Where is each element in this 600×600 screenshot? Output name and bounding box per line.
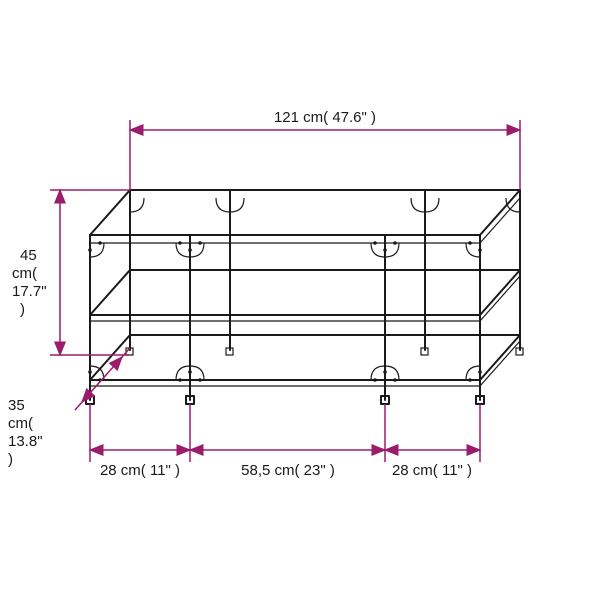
furniture xyxy=(86,190,523,404)
dim-overall-height: 45 cm( 17.7" ) xyxy=(12,190,130,355)
dim-section-right-label: 28 cm( 11" ) xyxy=(392,462,472,479)
legs-front xyxy=(86,235,523,404)
dim-overall-width-label: 121 cm( 47.6" ) xyxy=(274,109,376,126)
dim-sections-bottom: 28 cm( 11" ) 58,5 cm( 23" ) 28 cm( 11" ) xyxy=(90,404,480,479)
top-surface xyxy=(90,190,520,235)
dim-overall-height-label-cm: 45 xyxy=(20,247,37,264)
dim-overall-height-label-cm2: cm( xyxy=(12,265,37,282)
dim-overall-depth-label-2: cm( xyxy=(8,415,33,432)
dim-section-left-label: 28 cm( 11" ) xyxy=(100,462,180,479)
dim-overall-depth-label-3: 13.8" xyxy=(8,433,43,450)
bottom-shelf-edge-right xyxy=(480,335,520,386)
dimension-drawing: 121 cm( 47.6" ) 45 cm( 17.7" ) 35 cm( 13… xyxy=(0,0,600,600)
dim-overall-depth-label-4: ) xyxy=(8,451,13,468)
brackets-and-rivets xyxy=(88,198,520,382)
bottom-shelf xyxy=(90,335,520,380)
dim-overall-height-label-close: ) xyxy=(20,301,25,318)
dim-overall-height-label-in: 17.7" xyxy=(12,283,47,300)
dim-section-center-label: 58,5 cm( 23" ) xyxy=(241,462,335,479)
top-edge-front xyxy=(90,235,480,243)
dim-overall-depth-label-1: 35 xyxy=(8,397,25,414)
dim-overall-width: 121 cm( 47.6" ) xyxy=(130,109,520,190)
middle-shelf-edge-right xyxy=(480,270,520,321)
middle-shelf xyxy=(90,270,520,315)
